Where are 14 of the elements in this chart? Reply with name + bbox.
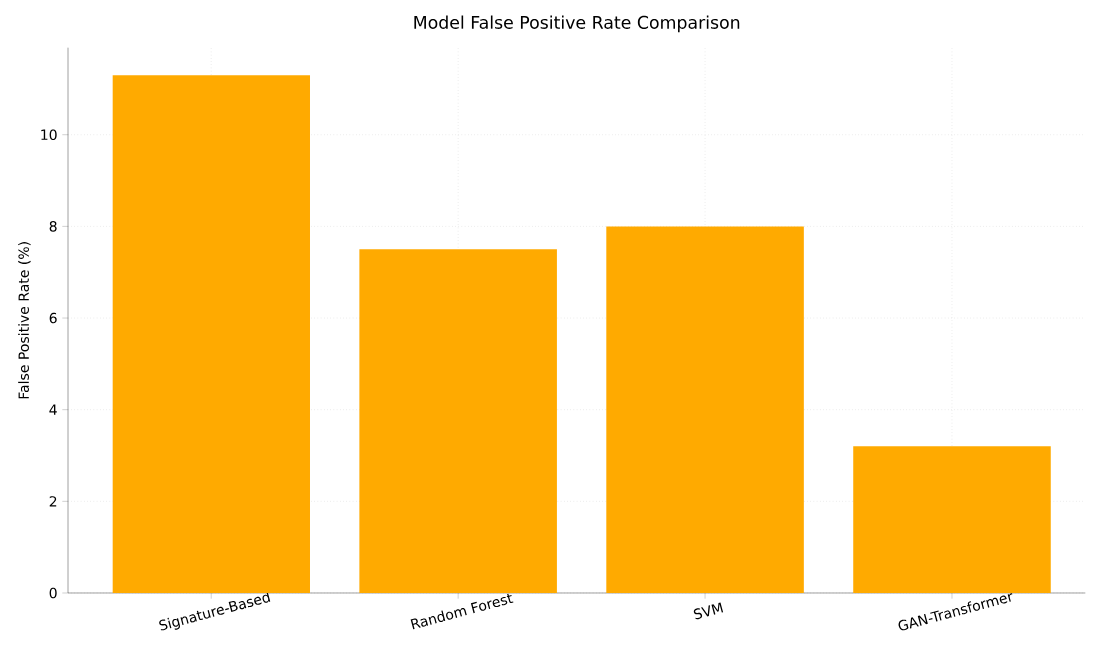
x-tick-label: Random Forest <box>410 593 514 630</box>
y-tick-label: 8 <box>49 221 57 232</box>
bar <box>359 249 557 593</box>
y-axis-title: False Positive Rate (%) <box>18 242 31 399</box>
y-tick-label: 4 <box>49 404 57 415</box>
bar <box>606 226 804 593</box>
bar <box>112 75 310 593</box>
y-tick-label: 2 <box>49 496 57 507</box>
x-tick-label: SVM <box>693 602 724 620</box>
y-tick-label: 6 <box>49 312 57 324</box>
chart-title: Model False Positive Rate Comparison <box>414 15 740 33</box>
y-tick-label: 10 <box>41 129 57 141</box>
bar <box>853 446 1051 593</box>
y-tick-label: 0 <box>49 587 57 599</box>
